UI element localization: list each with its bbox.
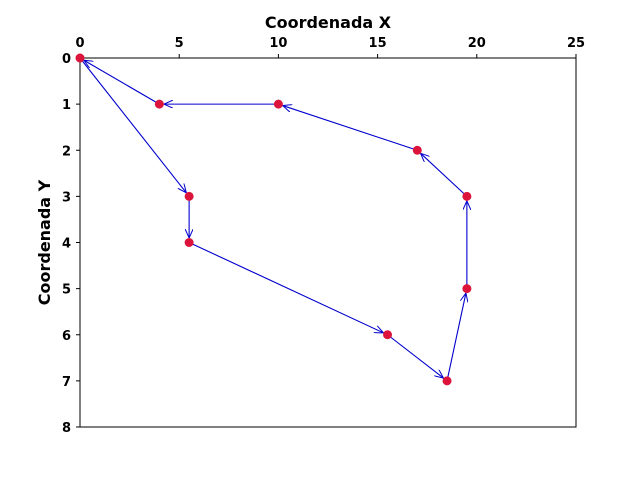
route-point (75, 53, 85, 63)
route-point (383, 330, 393, 340)
route-point (273, 99, 283, 109)
route-segment (446, 293, 466, 381)
y-tick-label: 2 (62, 144, 71, 159)
y-tick-label: 0 (62, 52, 71, 67)
y-axis-ticks: 0 1 2 3 4 5 6 7 8 (62, 52, 80, 436)
route-point (462, 191, 472, 201)
route-segments (79, 57, 468, 381)
route-segment (79, 57, 186, 193)
y-tick-label: 5 (62, 283, 71, 298)
x-axis-label: Coordenada X (265, 13, 392, 32)
route-points (75, 53, 472, 386)
x-tick-label: 10 (269, 36, 287, 51)
x-tick-label: 5 (175, 36, 184, 51)
route-point (154, 99, 164, 109)
y-tick-label: 6 (62, 329, 71, 344)
x-tick-label: 20 (468, 36, 486, 51)
route-segment (84, 60, 160, 105)
route-segment (421, 153, 468, 197)
route-segment (387, 334, 444, 378)
route-point (462, 284, 472, 294)
y-tick-label: 4 (62, 237, 71, 252)
y-tick-label: 7 (62, 375, 71, 390)
route-point (184, 238, 194, 247)
y-tick-label: 8 (62, 421, 71, 436)
y-tick-label: 3 (62, 190, 71, 205)
route-point (412, 145, 422, 155)
x-tick-label: 15 (369, 36, 387, 51)
plot-area (79, 57, 577, 428)
y-axis-label: Coordenada Y (35, 179, 54, 305)
route-segment (283, 106, 418, 151)
route-point (184, 191, 194, 201)
route-segment (188, 242, 383, 333)
x-tick-label: 0 (75, 36, 84, 51)
x-tick-label: 25 (567, 36, 585, 51)
y-tick-label: 1 (62, 98, 71, 113)
route-point (442, 376, 452, 386)
x-axis-ticks: 0 5 10 15 20 25 (75, 36, 585, 58)
